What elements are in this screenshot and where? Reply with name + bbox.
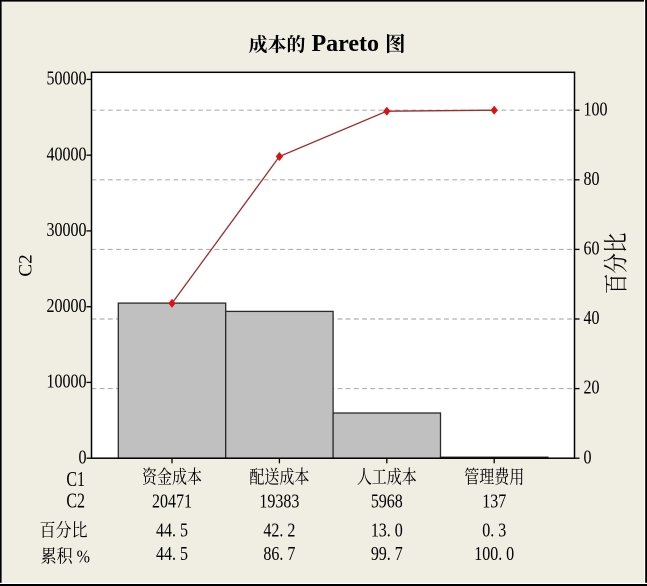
svg-text:44. 5: 44. 5 (156, 542, 188, 564)
svg-text:人工成本: 人工成本 (357, 461, 417, 489)
svg-text:44. 5: 44. 5 (156, 519, 188, 541)
svg-text:19383: 19383 (259, 490, 299, 512)
svg-text:0. 3: 0. 3 (482, 519, 506, 541)
svg-text:百分比: 百分比 (40, 515, 88, 542)
svg-text:资金成本: 资金成本 (142, 461, 202, 489)
svg-text:60: 60 (584, 237, 600, 259)
svg-text:累积 %: 累积 % (41, 541, 90, 568)
svg-text:0: 0 (584, 446, 592, 468)
svg-text:40000: 40000 (47, 143, 87, 165)
svg-text:0: 0 (79, 446, 87, 468)
svg-text:99. 7: 99. 7 (371, 542, 403, 564)
svg-text:管理费用: 管理费用 (464, 461, 524, 489)
svg-text:86. 7: 86. 7 (263, 542, 295, 564)
svg-text:C1: C1 (66, 468, 85, 492)
svg-text:30000: 30000 (47, 219, 87, 241)
svg-text:5968: 5968 (371, 490, 403, 512)
svg-text:20471: 20471 (152, 490, 192, 512)
svg-text:80: 80 (584, 167, 600, 189)
svg-text:C2: C2 (66, 489, 85, 513)
svg-text:百分比: 百分比 (597, 233, 632, 294)
svg-text:100. 0: 100. 0 (474, 542, 514, 564)
svg-text:C2: C2 (16, 254, 37, 276)
svg-text:137: 137 (482, 490, 506, 512)
svg-text:20000: 20000 (47, 294, 87, 316)
svg-text:13. 0: 13. 0 (371, 519, 403, 541)
svg-text:20: 20 (584, 376, 600, 398)
svg-text:配送成本: 配送成本 (249, 461, 309, 489)
svg-text:40: 40 (584, 307, 600, 329)
svg-text:100: 100 (584, 98, 608, 120)
svg-text:42. 2: 42. 2 (263, 519, 295, 541)
svg-text:10000: 10000 (47, 370, 87, 392)
svg-text:50000: 50000 (47, 67, 87, 89)
